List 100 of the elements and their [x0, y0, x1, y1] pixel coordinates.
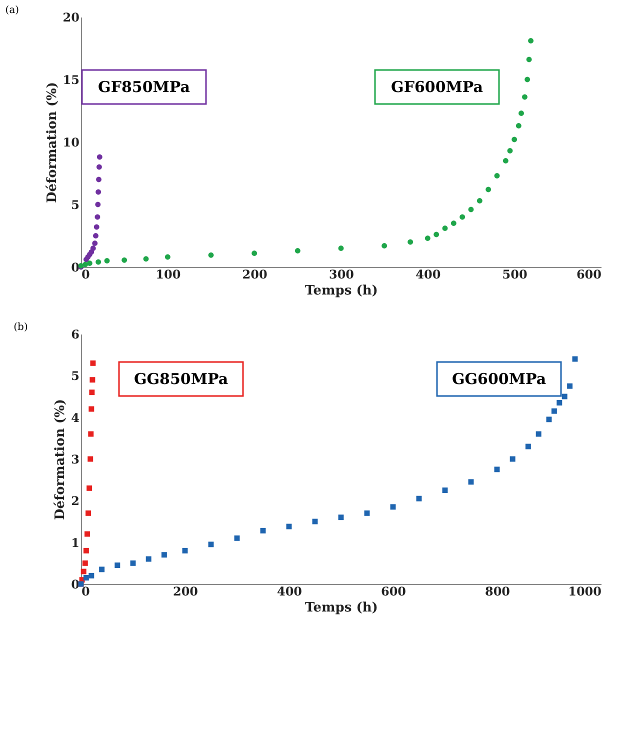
point: [252, 250, 258, 256]
point: [502, 158, 508, 164]
x-tick-label: 0: [82, 268, 90, 282]
y-tick-label: 6: [71, 328, 80, 342]
x-tick-label: 1000: [568, 584, 602, 598]
point: [95, 202, 101, 208]
y-tick-label: 2: [71, 494, 80, 508]
text: GF600MPa: [391, 78, 484, 96]
x-tick-label: 600: [380, 584, 406, 598]
point: [260, 528, 266, 534]
point: [525, 444, 531, 450]
point: [516, 123, 522, 128]
point: [486, 186, 492, 192]
point: [536, 431, 542, 437]
point: [528, 38, 534, 44]
point: [546, 416, 552, 422]
y-axis-title: Déformation (%): [44, 82, 60, 204]
series-label: GG600MPa: [452, 370, 546, 388]
chart-title: (b): [14, 322, 28, 333]
point: [556, 400, 562, 406]
point: [88, 406, 94, 412]
point: [551, 408, 557, 414]
y-tick-label: 4: [71, 410, 80, 425]
point: [89, 390, 95, 396]
point: [99, 566, 105, 572]
x-tick-label: 800: [484, 584, 510, 598]
point: [86, 260, 92, 266]
y-tick-label: 15: [62, 73, 80, 87]
point: [90, 377, 96, 383]
point: [96, 154, 102, 160]
point: [562, 394, 568, 400]
point: [424, 236, 430, 241]
point: [94, 214, 100, 220]
point: [434, 232, 440, 238]
point: [338, 514, 344, 520]
point: [567, 383, 573, 389]
point: [518, 110, 524, 116]
text: GG850MPa: [134, 370, 228, 388]
point: [522, 94, 528, 100]
x-axis-title: Temps (h): [305, 284, 378, 298]
point: [88, 572, 94, 578]
x-tick-label: 300: [328, 268, 354, 282]
y-tick-label: 20: [62, 10, 80, 24]
point: [92, 233, 98, 238]
point: [510, 456, 516, 462]
point: [86, 510, 92, 516]
point: [96, 259, 102, 265]
point: [83, 575, 89, 580]
point: [512, 136, 518, 142]
point: [468, 479, 474, 485]
point: [84, 531, 90, 537]
point: [164, 254, 170, 260]
point: [82, 560, 88, 566]
point: [104, 258, 110, 264]
point: [476, 198, 482, 204]
point: [83, 548, 89, 554]
point: [143, 256, 149, 262]
point: [80, 568, 86, 574]
point: [524, 76, 530, 82]
x-tick-label: 400: [416, 268, 441, 282]
point: [96, 164, 102, 170]
point: [114, 562, 120, 568]
point: [208, 542, 214, 548]
point: [130, 560, 136, 566]
point: [122, 257, 128, 263]
point: [507, 148, 513, 154]
text: GF850MPa: [98, 78, 190, 96]
x-axis-title: Temps (h): [305, 600, 378, 616]
point: [442, 226, 448, 231]
point: [161, 552, 167, 558]
point: [90, 246, 96, 251]
point: [494, 173, 500, 178]
x-tick-label: 600: [576, 268, 602, 282]
y-tick-label: 5: [71, 369, 80, 384]
point: [96, 189, 102, 195]
x-tick-label: 500: [502, 268, 528, 282]
point: [96, 176, 102, 182]
point: [90, 360, 96, 366]
point: [442, 488, 448, 493]
point: [86, 485, 92, 491]
point: [294, 248, 300, 254]
y-tick-label: 1: [71, 536, 80, 550]
x-tick-label: 200: [242, 268, 268, 282]
point: [364, 510, 370, 516]
point: [390, 504, 396, 510]
point: [450, 220, 456, 226]
point: [408, 239, 414, 245]
point: [146, 556, 152, 562]
y-axis-title: Déformation (%): [53, 398, 68, 520]
point: [208, 252, 214, 258]
chart-title: (a): [5, 5, 20, 16]
x-tick-label: 0: [82, 584, 90, 598]
x-tick-label: 200: [172, 584, 198, 598]
point: [526, 56, 532, 62]
x-tick-label: 400: [276, 584, 302, 598]
point: [338, 246, 344, 251]
y-tick-label: 3: [71, 452, 80, 466]
point: [416, 496, 422, 502]
y-tick-label: 5: [71, 198, 80, 212]
point: [92, 240, 98, 246]
